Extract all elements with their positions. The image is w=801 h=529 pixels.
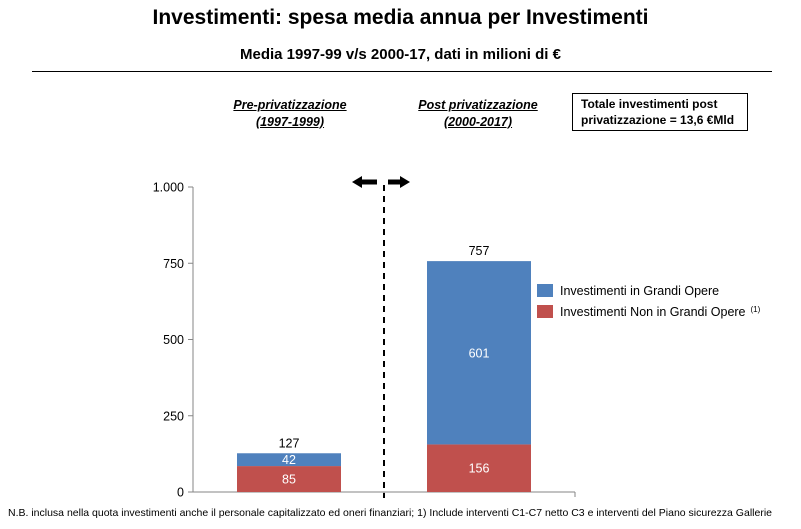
period-pre-years: (1997-1999)	[255, 115, 325, 129]
legend-footnote-marker: (1)	[751, 305, 761, 314]
total-box-line2: privatizzazione = 13,6 €Mld	[581, 113, 735, 127]
y-tick-label: 0	[177, 486, 184, 500]
bar-total-label: 127	[279, 436, 300, 450]
total-investments-box: Totale investimenti post privatizzazione…	[572, 93, 748, 131]
total-box-line1: Totale investimenti post	[581, 97, 718, 111]
period-pre-name: Pre-privatizzazione	[233, 98, 347, 112]
page-subtitle: Media 1997-99 v/s 2000-17, dati in milio…	[240, 46, 561, 63]
bar-segment	[237, 466, 341, 492]
legend-swatch	[537, 284, 553, 297]
bar-value-label: 601	[469, 346, 490, 360]
bar-total-label: 757	[469, 244, 490, 258]
arrow-left-icon	[352, 176, 377, 188]
y-tick-label: 750	[163, 257, 184, 271]
period-post-years: (2000-2017)	[443, 115, 513, 129]
arrow-right-icon	[388, 176, 410, 188]
bar-value-label: 156	[469, 462, 490, 476]
legend-label: Investimenti Non in Grandi Opere (1)	[560, 305, 761, 319]
y-tick-label: 500	[163, 333, 184, 347]
period-label-pre: Pre-privatizzazione (1997-1999)	[200, 97, 380, 131]
y-tick-label: 250	[163, 409, 184, 423]
bar-segment	[427, 444, 531, 492]
footnote: N.B. inclusa nella quota investimenti an…	[8, 507, 772, 519]
legend-swatch	[537, 305, 553, 318]
bar-segment	[237, 453, 341, 467]
bar-segment	[427, 261, 531, 445]
bar-value-label: 85	[282, 473, 296, 487]
page-title: Investimenti: spesa media annua per Inve…	[152, 6, 649, 29]
period-post-name: Post privatizzazione	[418, 98, 538, 112]
title-divider	[32, 71, 772, 72]
period-label-post: Post privatizzazione (2000-2017)	[388, 97, 568, 131]
y-tick-label: 1.000	[153, 181, 184, 195]
bar-value-label: 42	[282, 453, 296, 467]
legend-label: Investimenti in Grandi Opere	[560, 284, 719, 298]
